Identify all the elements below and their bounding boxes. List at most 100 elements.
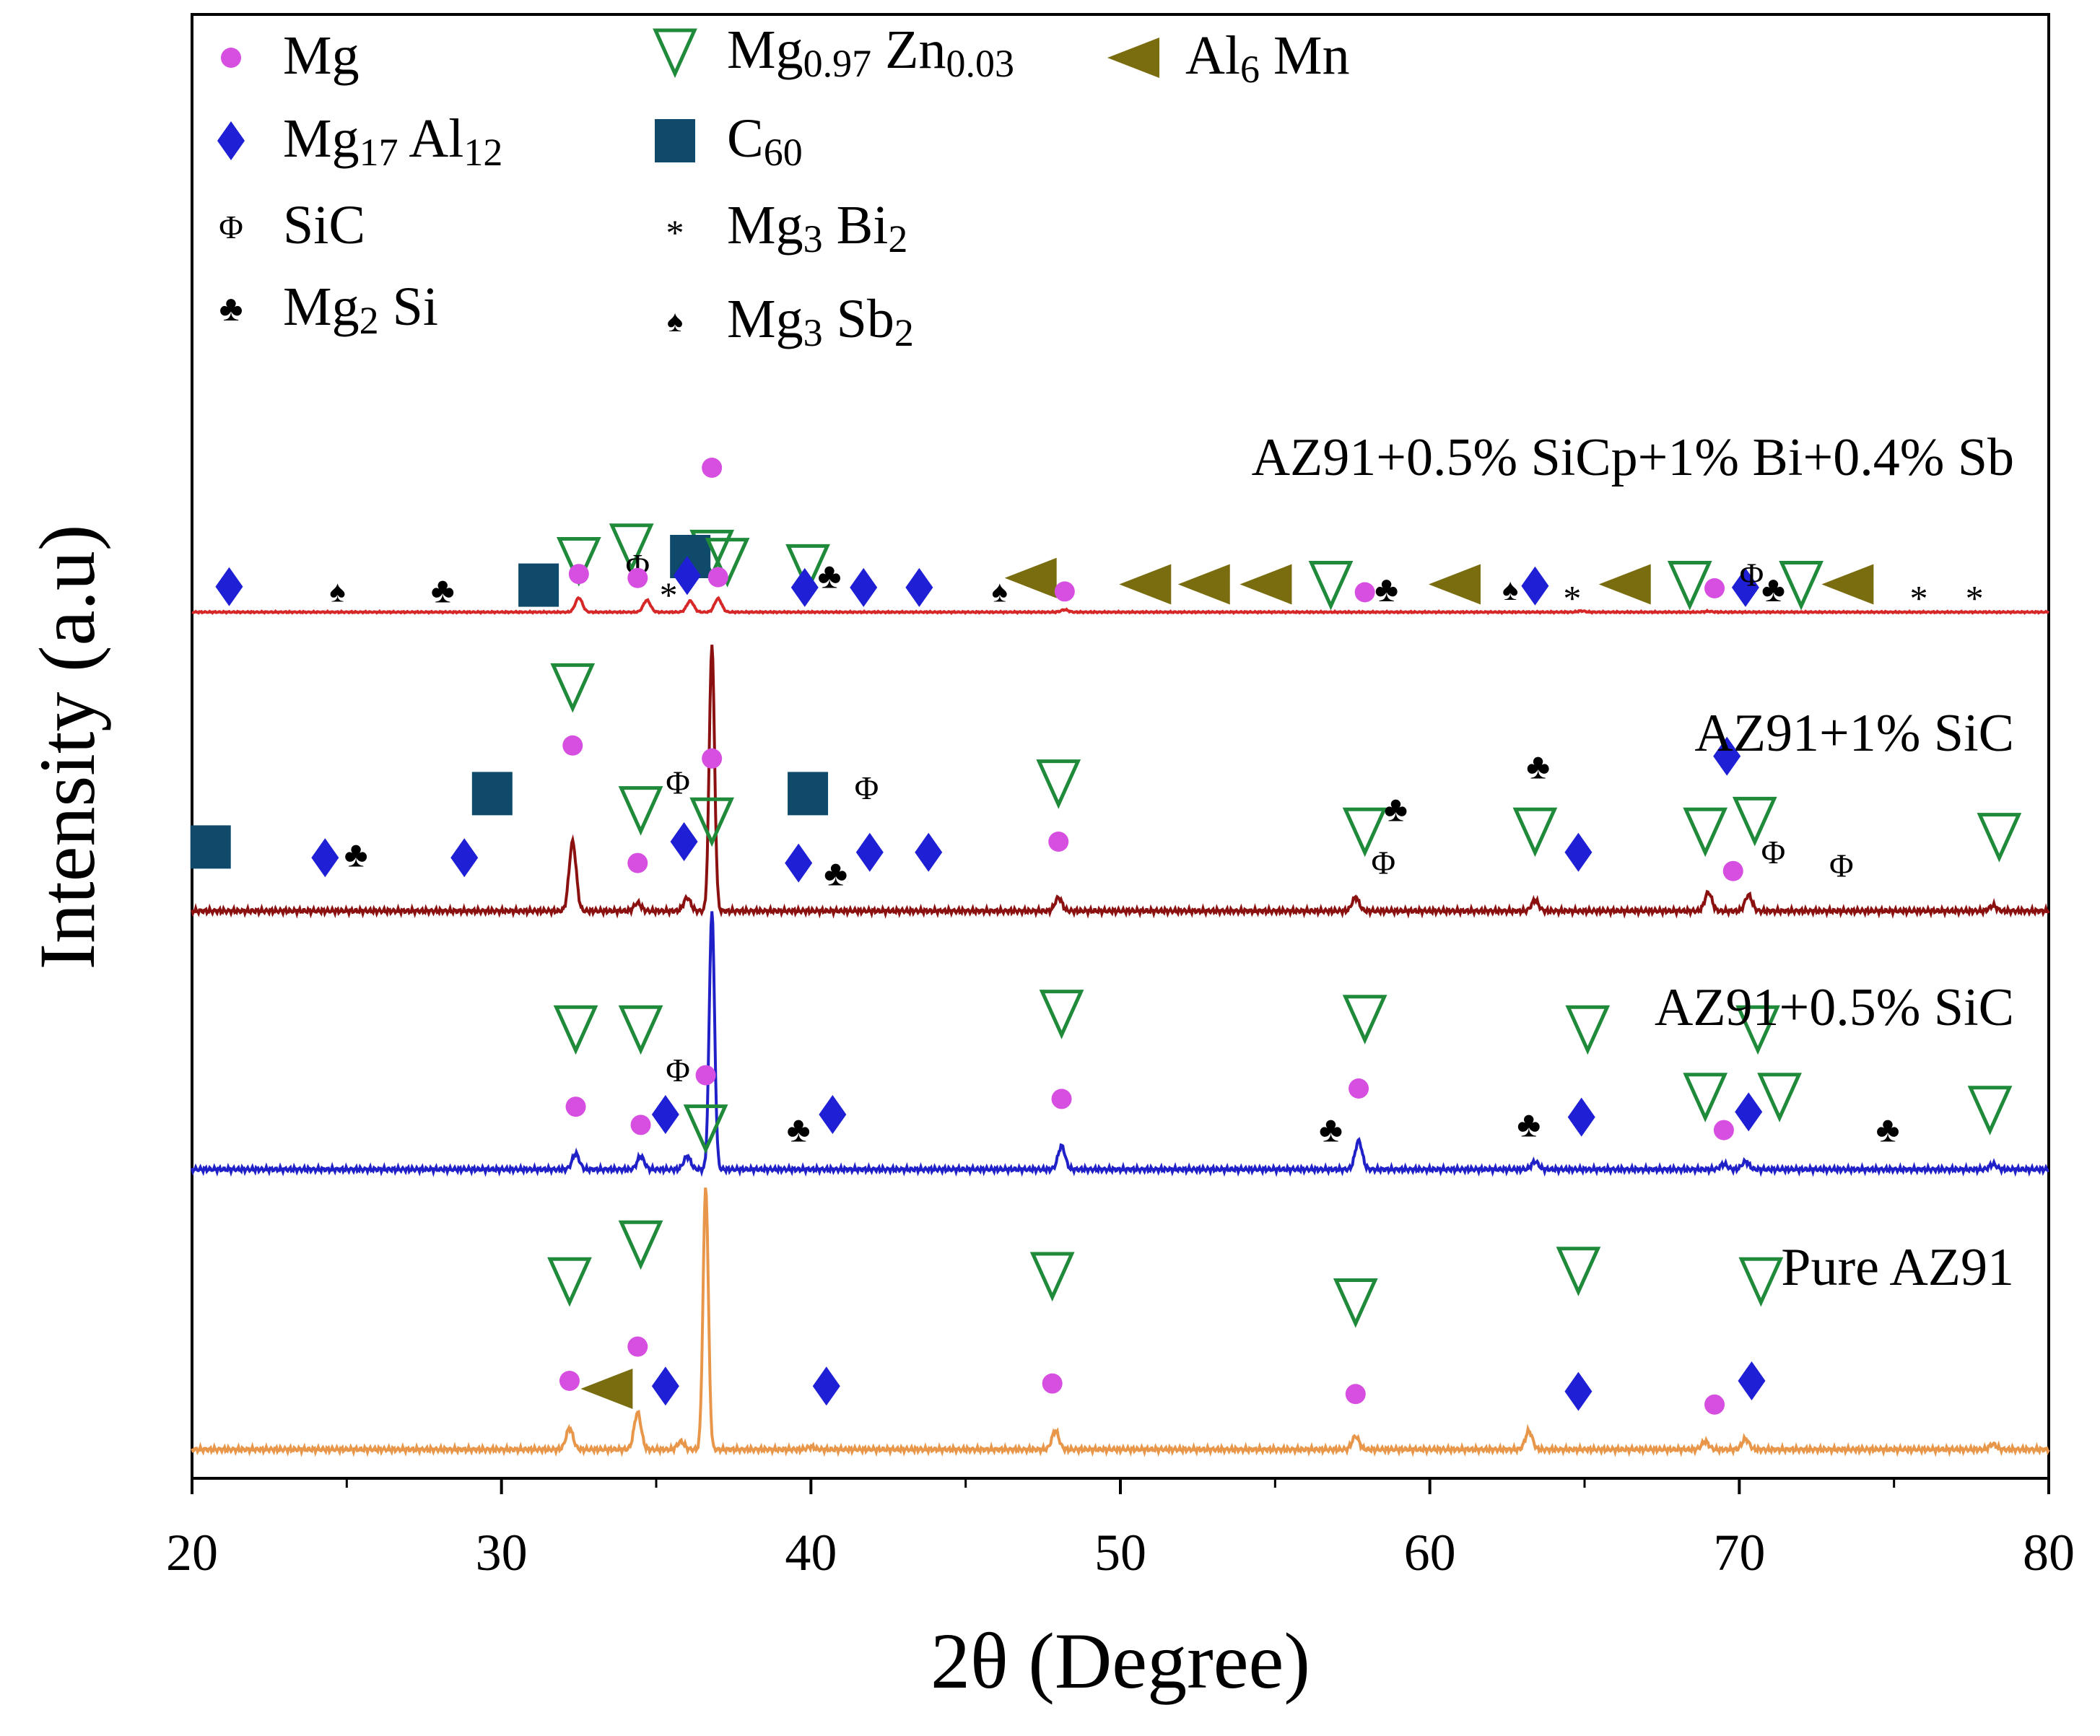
- marker-mgzn-2-7: [618, 786, 663, 836]
- svg-text:*: *: [660, 575, 678, 615]
- marker-mg-2-30: [1722, 860, 1743, 881]
- legend-symbol-mg2si: ♣: [219, 288, 243, 328]
- marker-mgzn-0-17: [1738, 1257, 1784, 1307]
- x-tick-label: 40: [785, 1524, 837, 1582]
- series-label-3: AZ91+0.5% SiCp+1% Bi+0.4% Sb: [1252, 428, 2014, 487]
- marker-c60-2-0: [190, 825, 231, 869]
- series-label-1: AZ91+0.5% SiC: [1655, 978, 2014, 1037]
- svg-text:Φ: Φ: [1829, 847, 1854, 884]
- marker-mgzn-3-4: [556, 537, 601, 587]
- marker-mgzn-0-6: [683, 1104, 728, 1154]
- marker-mg17al12-3-35: [1731, 567, 1759, 607]
- svg-text:♣: ♣: [824, 852, 848, 893]
- marker-al6mn-3-22: [1119, 564, 1172, 605]
- legend-symbol-sic: Φ: [219, 209, 243, 245]
- marker-al6mn-3-32: [1598, 564, 1651, 605]
- marker-mg17al12-2-15: [785, 843, 813, 883]
- svg-text:♠: ♠: [1502, 574, 1518, 607]
- marker-mg-0-7: [695, 1065, 716, 1086]
- legend: Mg Mg17 Al12 Φ SiC ♣ Mg2 Si Mg0.97 Zn0.03 C60 * M…: [217, 19, 1350, 354]
- marker-mg2si-2-23: ♣: [1384, 789, 1408, 829]
- svg-text:♣: ♣: [344, 834, 368, 875]
- phase-markers: Φ♣ ♣ ♣ ♣♣Φ Φ♣ Φ♣♣Φ Φ♠ ♣Φ* ♣ ♠ ♣ ♠ *Φ♣ * *: [190, 458, 2022, 1415]
- marker-mg17al12-0-5: [651, 1366, 679, 1406]
- marker-mg-2-20: [1048, 832, 1069, 852]
- svg-text:Φ: Φ: [666, 1052, 690, 1089]
- series-labels: Pure AZ91 AZ91+0.5% SiC AZ91+1% SiC AZ91+0.…: [1252, 428, 2014, 1297]
- trace-3: [191, 596, 2050, 616]
- marker-mg-1-19: [1713, 1120, 1734, 1140]
- marker-c60-2-13: [788, 772, 829, 816]
- legend-label-c60: C60: [727, 108, 803, 174]
- marker-mgzn-3-25: [1308, 561, 1354, 611]
- legend-symbol-mg3sb2: ♠: [667, 305, 683, 339]
- marker-mgzn-2-29: [1732, 796, 1777, 847]
- marker-mgzn-2-25: [1512, 807, 1558, 858]
- marker-mgzn-0-9: [1029, 1252, 1075, 1302]
- marker-mgzn-3-14: [785, 544, 830, 594]
- svg-text:Φ: Φ: [1740, 556, 1764, 593]
- marker-mgzn-1-2: [618, 1005, 663, 1055]
- marker-mg3bi2-3-9: *: [660, 575, 678, 615]
- marker-al6mn-0-2: [580, 1368, 633, 1409]
- marker-sic-3-36: Φ: [1740, 556, 1764, 593]
- legend-label-sic: SiC: [283, 195, 365, 256]
- marker-mg-3-13: [707, 567, 728, 588]
- svg-text:*: *: [1909, 578, 1927, 619]
- legend-label-mg3sb2: Mg3 Sb2: [727, 289, 914, 354]
- legend-label-mg3bi2: Mg3 Bi2: [727, 195, 907, 261]
- marker-mg3sb2-3-19: ♠: [992, 575, 1008, 609]
- svg-text:*: *: [1966, 578, 1984, 619]
- marker-mg2si-3-2: ♣: [431, 570, 455, 610]
- marker-mg17al12-1-9: [819, 1095, 847, 1134]
- marker-mg-3-8: [627, 567, 648, 588]
- marker-mg-0-4: [627, 1336, 648, 1357]
- marker-mgzn-1-21: [1735, 1005, 1780, 1055]
- marker-mgzn-1-24: [1967, 1086, 2013, 1135]
- marker-mgzn-0-3: [618, 1220, 663, 1270]
- marker-mgzn-0-13: [1556, 1247, 1601, 1296]
- marker-mgzn-2-21: [1342, 807, 1387, 858]
- marker-sic-1-5: Φ: [666, 1052, 690, 1089]
- legend-label-mg: Mg: [283, 25, 360, 86]
- marker-mgzn-3-33: [1667, 561, 1712, 611]
- marker-mg2si-1-23: ♣: [1876, 1109, 1900, 1150]
- marker-mg17al12-3-11: [673, 556, 701, 596]
- marker-mg2si-3-37: ♣: [1761, 569, 1785, 609]
- marker-mg-1-1: [565, 1096, 586, 1117]
- legend-label-mg2si: Mg2 Si: [283, 276, 438, 342]
- svg-text:♣: ♣: [1384, 789, 1408, 829]
- svg-text:Φ: Φ: [1761, 834, 1786, 871]
- marker-mg17al12-0-14: [1564, 1371, 1593, 1411]
- svg-text:♣: ♣: [1876, 1109, 1900, 1150]
- marker-mg17al12-3-17: [850, 567, 878, 607]
- legend-symbol-mg17al12: [217, 121, 245, 160]
- svg-text:♣: ♣: [1761, 569, 1785, 609]
- marker-mgzn-1-13: [1342, 995, 1387, 1044]
- marker-al6mn-3-28: [1428, 564, 1481, 605]
- trace-0: [191, 1187, 2050, 1457]
- series-label-0: Pure AZ91: [1781, 1238, 2014, 1297]
- marker-mg17al12-0-8: [812, 1366, 840, 1406]
- x-tick-label: 50: [1094, 1524, 1146, 1582]
- trace-1: [191, 911, 2049, 1177]
- marker-mgzn-1-22: [1757, 1073, 1802, 1122]
- y-axis-title: Intensity (a.u): [23, 524, 111, 969]
- marker-mg17al12-2-17: [855, 832, 884, 872]
- legend-symbol-mgzn: [653, 28, 697, 79]
- marker-mg-1-3: [630, 1115, 651, 1135]
- legend-symbol-al6mn: [1107, 38, 1159, 78]
- legend-symbol-mg: [221, 48, 241, 68]
- marker-mg17al12-0-16: [1738, 1361, 1766, 1400]
- marker-mg17al12-2-18: [915, 832, 943, 872]
- svg-text:*: *: [666, 212, 684, 253]
- marker-mgzn-2-27: [1683, 807, 1728, 858]
- marker-mg2si-3-27: ♣: [1374, 569, 1398, 609]
- x-tick-label: 60: [1404, 1524, 1456, 1582]
- marker-mg17al12-3-30: [1521, 566, 1549, 606]
- legend-label-al6mn: Al6 Mn: [1185, 25, 1350, 91]
- marker-mgzn-0-0: [547, 1257, 592, 1307]
- marker-mgzn-1-10: [1039, 990, 1084, 1039]
- svg-text:Φ: Φ: [666, 764, 690, 801]
